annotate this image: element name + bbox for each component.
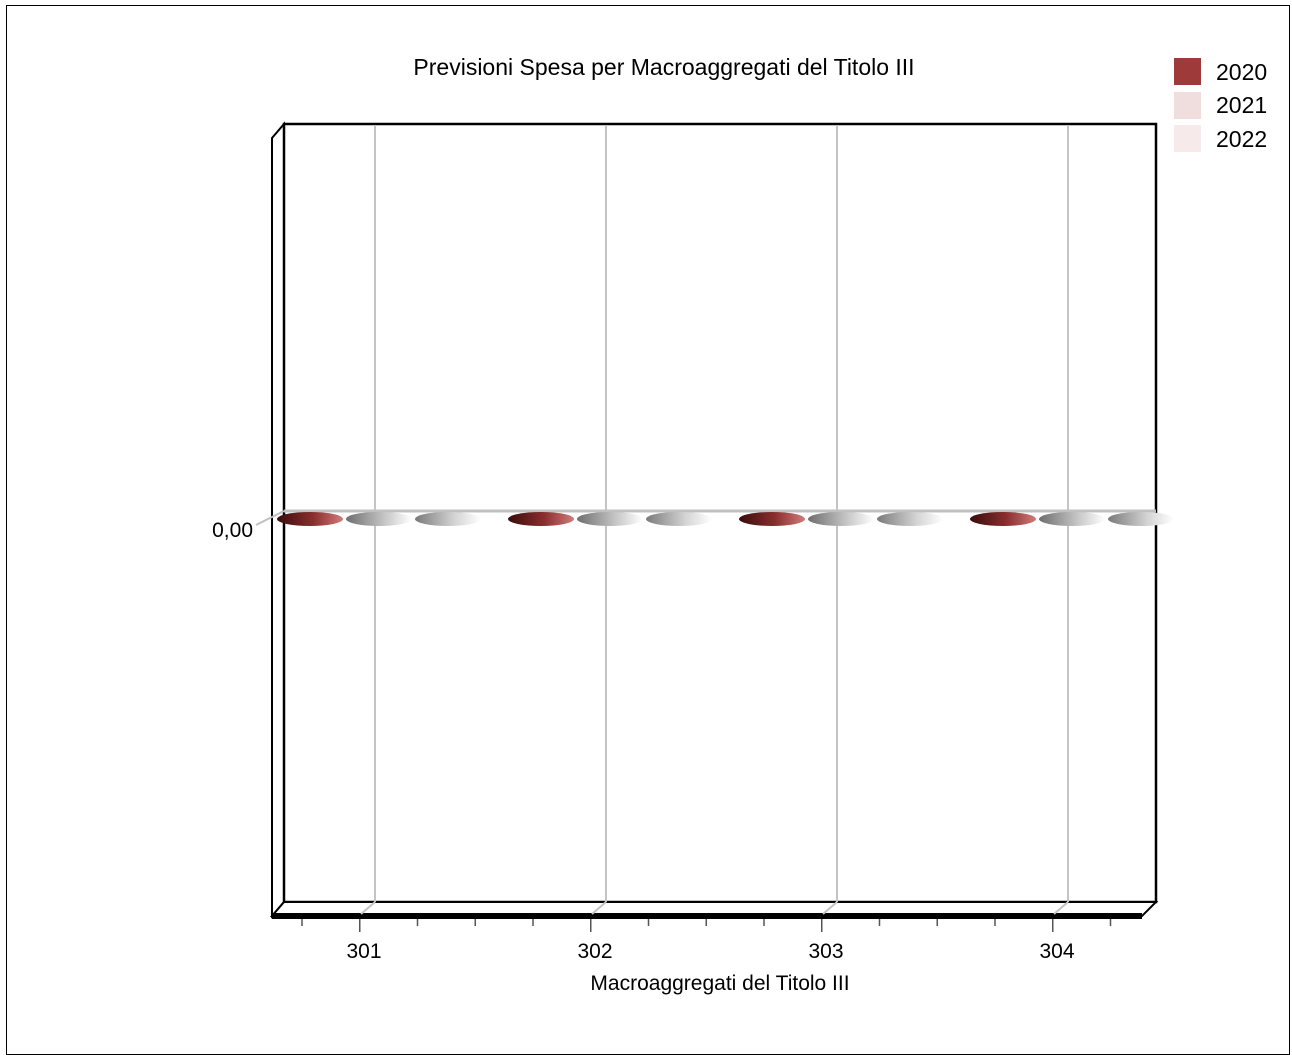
bar-2022-302 — [646, 512, 712, 526]
bar-2021-301 — [346, 512, 412, 526]
x-tick-label-303: 303 — [808, 940, 843, 963]
bar-2020-301 — [277, 512, 343, 526]
legend: 2020 2021 2022 — [1174, 58, 1267, 152]
zero-baseline — [255, 509, 1156, 526]
bar-2022-303 — [877, 512, 943, 526]
legend-label-2021: 2021 — [1216, 92, 1267, 118]
x-tick-label-304: 304 — [1039, 940, 1074, 963]
gridline-depth-304 — [1053, 901, 1069, 915]
gridline-depth-301 — [360, 901, 376, 915]
gridline-depth-303 — [822, 901, 838, 915]
x-tick-label-301: 301 — [346, 940, 381, 963]
legend-swatch-2020 — [1174, 58, 1201, 85]
bar-2020-302 — [508, 512, 574, 526]
legend-label-2022: 2022 — [1216, 126, 1267, 152]
x-axis-label: Macroaggregati del Titolo III — [590, 972, 849, 995]
bar-2022-304 — [1108, 512, 1174, 526]
legend-swatch-2022 — [1174, 125, 1201, 152]
chart-title: Previsioni Spesa per Macroaggregati del … — [413, 54, 914, 80]
legend-swatch-2021 — [1174, 92, 1201, 119]
bar-2021-303 — [808, 512, 874, 526]
gridline-depth-302 — [591, 901, 607, 915]
x-tick-label-302: 302 — [577, 940, 612, 963]
bars-group — [277, 512, 1174, 526]
bar-2022-301 — [415, 512, 481, 526]
bar-2020-304 — [970, 512, 1036, 526]
x-ticks — [301, 919, 1112, 932]
bar-2021-304 — [1039, 512, 1105, 526]
bar-2020-303 — [739, 512, 805, 526]
y-tick-label: 0,00 — [212, 519, 253, 542]
legend-label-2020: 2020 — [1216, 59, 1267, 85]
bar-2021-302 — [577, 512, 643, 526]
